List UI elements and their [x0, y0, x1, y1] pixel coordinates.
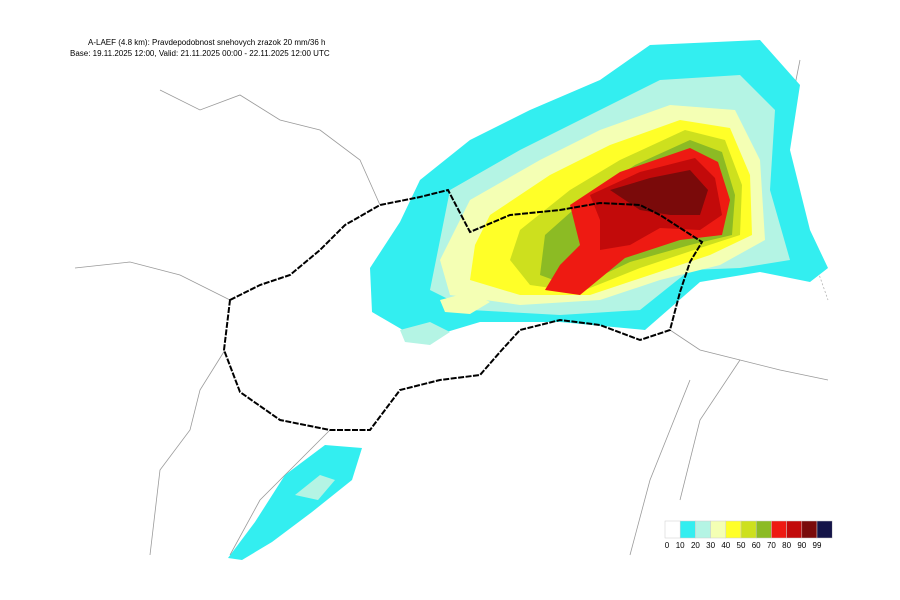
legend: 0 10 20 30 40 50 60 70 80 90 99	[664, 520, 833, 550]
field-30-spot	[440, 292, 490, 314]
legend-swatch	[801, 520, 818, 539]
legend-swatch	[695, 520, 711, 539]
field-20-sw	[295, 475, 335, 500]
field-20-spot	[400, 322, 450, 345]
legend-swatch	[816, 520, 833, 539]
legend-swatch	[725, 520, 742, 539]
legend-swatch	[771, 520, 787, 539]
legend-swatch	[679, 520, 696, 539]
legend-label: 40	[721, 541, 730, 550]
legend-label: 80	[782, 541, 791, 550]
field-10-sw	[228, 445, 362, 560]
legend-swatch	[786, 520, 803, 539]
legend-label: 90	[797, 541, 806, 550]
country-border	[222, 188, 704, 431]
legend-swatch	[755, 520, 772, 539]
legend-swatch	[710, 520, 727, 539]
title-line2: Base: 19.11.2025 12:00, Valid: 21.11.202…	[70, 49, 330, 58]
legend-swatch	[740, 520, 757, 539]
legend-label: 10	[676, 541, 685, 550]
legend-label: 20	[691, 541, 700, 550]
legend-label: 70	[767, 541, 776, 550]
legend-label: 50	[737, 541, 746, 550]
probability-field	[228, 40, 828, 560]
title-line1: A-LAEF (4.8 km): Pravdepodobnost snehovy…	[88, 38, 325, 47]
legend-label: 0	[665, 541, 670, 550]
legend-swatch	[664, 520, 681, 539]
legend-label: 60	[752, 541, 761, 550]
legend-label: 30	[706, 541, 715, 550]
legend-label: 99	[813, 541, 822, 550]
